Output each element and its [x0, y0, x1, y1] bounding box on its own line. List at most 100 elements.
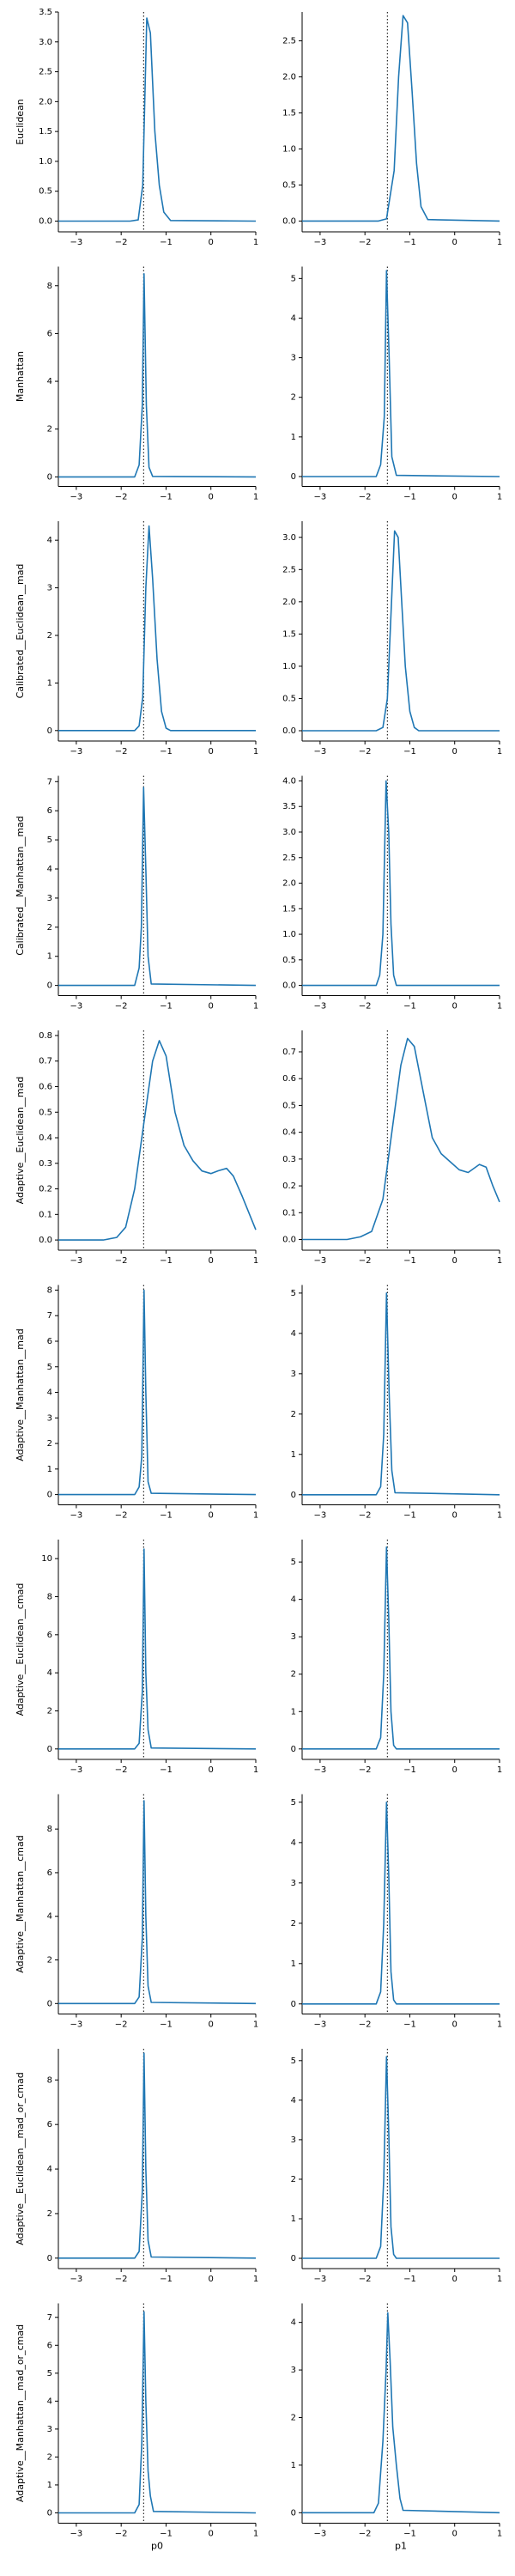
x-tick-label: −2	[359, 1511, 372, 1521]
x-tick-label: 1	[253, 238, 258, 247]
panel-9-0: −3 −2 −1 0 1 0 1 2 3 4 5 6 7	[47, 2303, 258, 2539]
x-tick-label: −2	[115, 1002, 128, 1012]
row-label: Calibrated__Manhattan__mad	[15, 816, 26, 956]
y-tick-label: 0.5	[39, 187, 52, 197]
density-line	[58, 525, 256, 732]
y-tick-label: 0.2	[282, 1182, 296, 1191]
x-tick-label: −3	[70, 2275, 83, 2284]
y-tick-label: 6	[47, 806, 52, 816]
x-tick-label: −2	[115, 1256, 128, 1266]
x-tick-label: −3	[70, 2530, 83, 2539]
y-tick-label: 10	[41, 1554, 52, 1564]
panel-6-1: −3 −2 −1 0 1 0 1 2 3 4 5	[291, 1540, 502, 1775]
x-tick-label: −2	[359, 493, 372, 502]
x-tick-label: −3	[70, 238, 83, 247]
y-tick-label: 5	[47, 835, 52, 845]
y-tick-label: 4	[47, 1388, 52, 1398]
x-tick-label: −2	[115, 493, 128, 502]
y-tick-label: 0.5	[282, 1101, 296, 1110]
panel-9-1: −3 −2 −1 0 1 0 1 2 3 4	[291, 2303, 502, 2539]
y-tick-label: 2	[47, 1706, 52, 1716]
y-tick-label: 1	[291, 2215, 296, 2224]
x-tick-label: −1	[403, 493, 416, 502]
x-tick-label: 0	[209, 1002, 214, 1012]
y-tick-label: 0.0	[282, 1236, 296, 1245]
y-tick-label: 3.5	[39, 8, 52, 17]
panel-4-1: −3 −2 −1 0 1 0.0 0.1 0.2 0.3 0.4 0.5 0.6 0.7	[282, 1030, 502, 1266]
density-line	[302, 15, 500, 222]
y-tick-label: 1.0	[282, 930, 296, 939]
x-tick-label: −1	[160, 238, 173, 247]
panel-3-1: −3 −2 −1 0 1 0.0 0.5 1.0 1.5 2.0 2.5 3.0 3.5 4.0	[282, 775, 502, 1012]
x-tick-label: −1	[403, 747, 416, 756]
y-tick-label: 3.5	[282, 802, 296, 811]
x-tick-label: −2	[359, 2020, 372, 2030]
y-tick-label: 2.5	[282, 854, 296, 863]
y-tick-label: 3	[291, 2136, 296, 2145]
x-tick-label: −3	[314, 1002, 327, 1012]
y-tick-label: 7	[47, 777, 52, 787]
y-tick-label: 1.5	[282, 629, 296, 639]
y-tick-label: 2	[47, 425, 52, 434]
y-tick-label: 1.5	[282, 904, 296, 914]
y-tick-label: 1	[291, 1959, 296, 1969]
y-tick-label: 0	[47, 2508, 52, 2518]
y-tick-label: 0.4	[282, 1128, 296, 1138]
x-tick-label: 1	[253, 1765, 258, 1775]
panel-2-0: −3 −2 −1 0 1 0 1 2 3 4	[47, 521, 258, 756]
density-line	[58, 1289, 257, 1496]
density-line	[302, 2312, 500, 2514]
density-line	[302, 530, 500, 732]
x-tick-label: −1	[403, 2020, 416, 2030]
x-tick-label: −1	[160, 1765, 173, 1775]
y-tick-label: 3	[47, 584, 52, 593]
y-tick-label: 8	[47, 1825, 52, 1834]
y-tick-label: 6	[47, 1868, 52, 1878]
y-tick-label: 4	[291, 2318, 296, 2328]
row-label: Adaptive__Euclidean__cmad	[15, 1583, 26, 1716]
y-tick-label: 3	[291, 2366, 296, 2375]
x-tick-label: −3	[314, 1765, 327, 1775]
x-tick-label: −3	[70, 493, 83, 502]
x-tick-label: −1	[160, 747, 173, 756]
y-tick-label: 0	[47, 726, 52, 736]
x-tick-label: −1	[403, 1511, 416, 1521]
y-tick-label: 4	[47, 2165, 52, 2174]
density-line	[58, 1548, 257, 1750]
y-tick-label: 6	[47, 2341, 52, 2350]
x-tick-label: 0	[452, 2275, 457, 2284]
y-tick-label: 3	[291, 354, 296, 363]
y-tick-label: 0.1	[39, 1210, 52, 1219]
y-tick-label: 1.5	[282, 109, 296, 118]
y-tick-label: 0.7	[39, 1057, 52, 1066]
y-tick-label: 5	[291, 274, 296, 283]
y-tick-label: 4	[47, 2397, 52, 2406]
x-tick-label: 0	[452, 1002, 457, 1012]
x-tick-label: 1	[497, 1256, 502, 1266]
x-tick-label: 1	[253, 2020, 258, 2030]
x-tick-label: −3	[70, 2020, 83, 2030]
y-tick-label: 6	[47, 329, 52, 338]
y-tick-label: 0	[291, 1491, 296, 1500]
y-tick-label: 0.0	[282, 726, 296, 736]
panel-8-1: −3 −2 −1 0 1 0 1 2 3 4 5	[291, 2049, 502, 2284]
x-tick-label: −1	[403, 2275, 416, 2284]
x-tick-label: −1	[160, 2530, 173, 2539]
x-tick-label: 1	[497, 1765, 502, 1775]
x-tick-label: 0	[452, 1765, 457, 1775]
density-line	[58, 17, 257, 222]
y-tick-label: 3.0	[282, 828, 296, 837]
y-tick-label: 0.7	[282, 1048, 296, 1057]
y-tick-label: 5	[291, 1289, 296, 1298]
y-tick-label: 1.0	[282, 144, 296, 154]
y-tick-label: 0.5	[282, 694, 296, 703]
y-tick-label: 2	[47, 1956, 52, 1965]
x-tick-label: −3	[70, 1002, 83, 1012]
y-tick-label: 5	[47, 1363, 52, 1372]
x-tick-label: 0	[452, 493, 457, 502]
x-tick-label: 1	[497, 238, 502, 247]
x-tick-label: −2	[359, 1765, 372, 1775]
panel-2-1: −3 −2 −1 0 1 0.0 0.5 1.0 1.5 2.0 2.5 3.0	[282, 521, 502, 756]
y-tick-label: 1.0	[282, 662, 296, 671]
